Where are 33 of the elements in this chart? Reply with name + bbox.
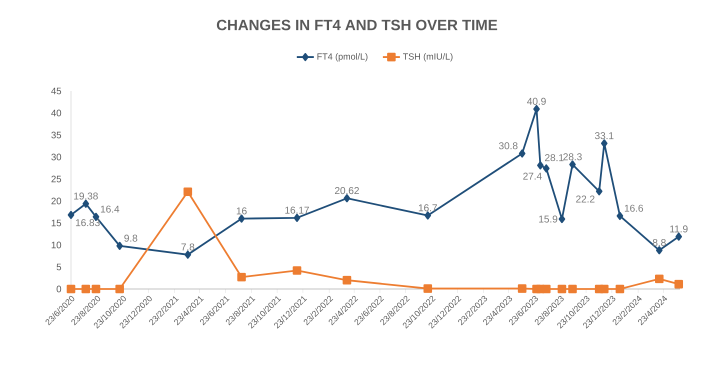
y-tick-label: 35 bbox=[51, 132, 62, 138]
data-label: 15.9 bbox=[539, 216, 558, 223]
data-label: 20.62 bbox=[334, 187, 359, 194]
y-tick-label: 30 bbox=[51, 154, 62, 160]
data-label: 28.3 bbox=[563, 153, 582, 160]
chart-title: CHANGES IN FT4 AND TSH OVER TIME bbox=[216, 20, 498, 30]
data-label: 28.1 bbox=[545, 154, 564, 162]
data-label: 16.17 bbox=[285, 206, 309, 214]
y-tick-label: 40 bbox=[51, 110, 62, 116]
data-label: 40.9 bbox=[527, 98, 546, 105]
y-tick-label: 0 bbox=[56, 286, 62, 292]
y-tick-label: 5 bbox=[56, 264, 62, 270]
data-label: 16.83 bbox=[76, 219, 100, 226]
data-label: 16.6 bbox=[624, 204, 644, 212]
y-tick-label: 25 bbox=[51, 176, 62, 182]
data-label: 8.8 bbox=[652, 239, 666, 246]
legend-label: FT4 (pmol/L) bbox=[317, 53, 368, 62]
y-tick-label: 20 bbox=[51, 198, 62, 204]
data-label: 16 bbox=[236, 207, 247, 214]
y-tick-label: 10 bbox=[52, 242, 62, 248]
y-tick-label: 15 bbox=[52, 220, 62, 226]
data-label: 11.9 bbox=[670, 225, 688, 232]
legend-label: TSH (mIU/L) bbox=[402, 53, 453, 62]
data-label: 22.2 bbox=[576, 196, 594, 202]
data-label: 16.7 bbox=[418, 204, 437, 212]
y-tick-label: 45 bbox=[51, 88, 62, 94]
data-label: 27.4 bbox=[523, 172, 542, 180]
data-label: 16.4 bbox=[100, 206, 120, 213]
data-label: 33.1 bbox=[594, 132, 614, 140]
data-label: 7.8 bbox=[181, 243, 194, 250]
data-label: 30.8 bbox=[498, 142, 518, 150]
data-label: 19.38 bbox=[74, 192, 98, 200]
data-label: 9.8 bbox=[124, 234, 138, 242]
